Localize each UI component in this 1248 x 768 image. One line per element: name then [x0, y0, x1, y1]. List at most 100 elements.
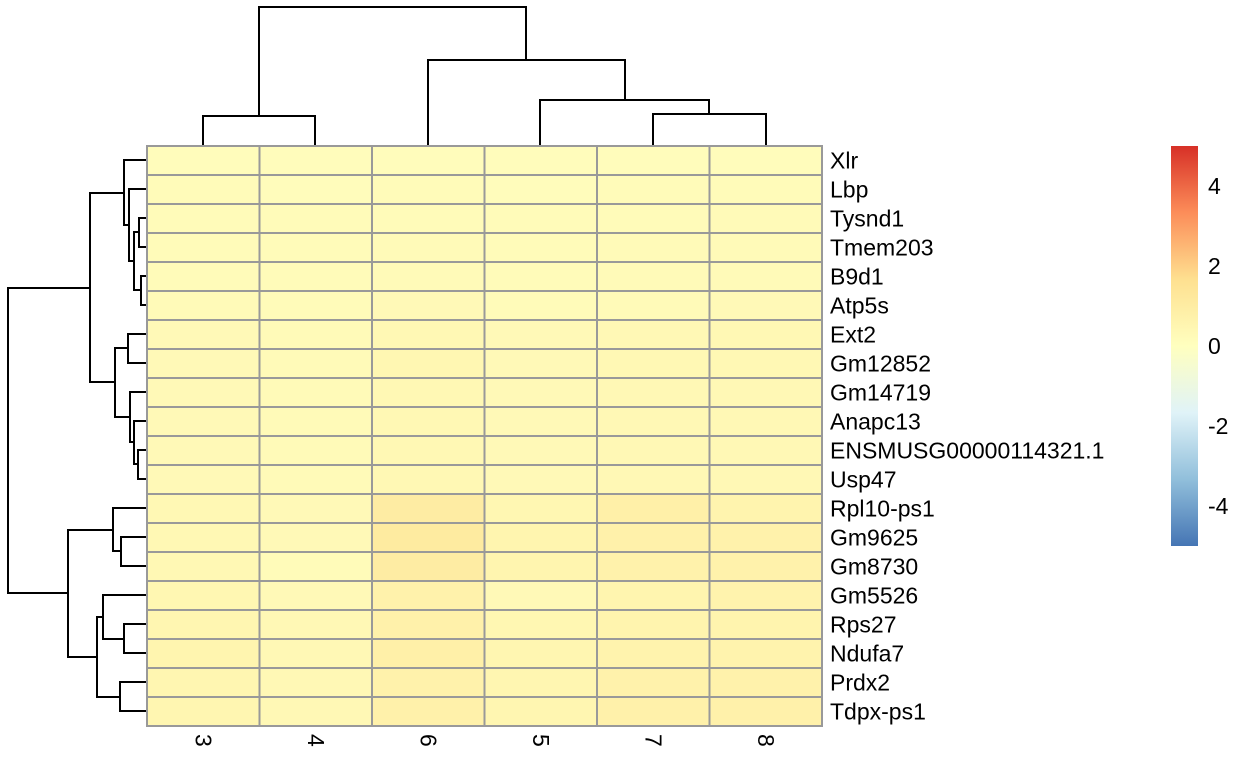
column-labels: 3 4 6 5 7 8 — [190, 734, 779, 747]
heatmap-cell — [146, 580, 261, 611]
heatmap-cell — [596, 261, 711, 292]
row-label: Ext2 — [830, 322, 876, 348]
heatmap-cell — [708, 580, 823, 611]
heatmap-cell — [371, 261, 486, 292]
heatmap-cell — [146, 290, 261, 321]
row-dendrogram — [7, 159, 146, 712]
row-label: Anapc13 — [830, 409, 921, 435]
heatmap-cell — [483, 696, 598, 727]
heatmap-cell — [258, 261, 373, 292]
row-dendro-gm9625-gm8730 — [120, 536, 146, 567]
heatmap-cell — [146, 377, 261, 408]
heatmap-cell — [371, 493, 486, 524]
heatmap-cell — [708, 464, 823, 495]
row-dendro-gm14719-group — [129, 391, 146, 443]
heatmap-cell — [146, 174, 261, 205]
column-label: 6 — [415, 734, 441, 747]
column-label: 3 — [190, 734, 216, 747]
heatmap-cell — [258, 464, 373, 495]
heatmap-cell — [371, 145, 486, 176]
heatmap-cell — [371, 319, 486, 350]
heatmap-cell — [371, 667, 486, 698]
heatmap-cell — [146, 435, 261, 466]
row-label: Rps27 — [830, 612, 896, 638]
heatmap-cell — [371, 638, 486, 669]
heatmap-cell — [708, 174, 823, 205]
heatmap-cell — [146, 696, 261, 727]
heatmap-cell — [483, 551, 598, 582]
heatmap-cell — [371, 290, 486, 321]
heatmap-cell — [258, 319, 373, 350]
row-dendro-prdx-group — [96, 616, 120, 698]
heatmap-cell — [371, 348, 486, 379]
heatmap-cell — [258, 406, 373, 437]
row-dendro-anapc-group — [133, 420, 146, 465]
heatmap-cell — [708, 319, 823, 350]
heatmap-cell — [483, 638, 598, 669]
heatmap-cell — [483, 522, 598, 553]
color-legend-tick-label: 0 — [1208, 333, 1221, 359]
heatmap-cell — [371, 174, 486, 205]
heatmap-cell — [596, 435, 711, 466]
heatmap-cell — [146, 638, 261, 669]
heatmap-cell — [483, 290, 598, 321]
color-legend-tick-label: 2 — [1208, 253, 1221, 279]
heatmap-cell — [146, 609, 261, 640]
heatmap-cell — [258, 609, 373, 640]
column-label: 7 — [640, 734, 666, 747]
row-label: Gm5526 — [830, 583, 918, 609]
heatmap-cell — [708, 696, 823, 727]
row-label: Tysnd1 — [830, 206, 904, 232]
heatmap-cell — [146, 145, 261, 176]
heatmap-cell — [708, 638, 823, 669]
row-label: Xlr — [830, 148, 858, 174]
heatmap-cell — [146, 493, 261, 524]
row-label: Prdx2 — [830, 670, 890, 696]
row-label: ENSMUSG00000114321.1 — [830, 438, 1104, 464]
row-label: Rpl10-ps1 — [830, 496, 935, 522]
heatmap-cell — [371, 522, 486, 553]
heatmap-cell — [483, 145, 598, 176]
row-label: Tdpx-ps1 — [830, 699, 926, 725]
col-dendro-merge-6-578 — [427, 59, 626, 146]
row-dendro-rps27-ndufa7 — [123, 623, 146, 654]
heatmap-cell — [708, 551, 823, 582]
heatmap-cell — [708, 290, 823, 321]
color-legend-tick-label: -2 — [1208, 413, 1228, 439]
row-label: Tmem203 — [830, 235, 934, 261]
heatmap-cell — [596, 580, 711, 611]
heatmap-cell — [258, 435, 373, 466]
heatmap-cell — [483, 232, 598, 263]
heatmap-cell — [596, 232, 711, 263]
heatmap-cell — [146, 232, 261, 263]
heatmap-cell — [146, 667, 261, 698]
heatmap-cell — [371, 464, 486, 495]
row-label: Atp5s — [830, 293, 889, 319]
row-dendro-tysnd1-tmem203 — [138, 217, 146, 248]
heatmap-cell — [708, 522, 823, 553]
heatmap-cell — [258, 145, 373, 176]
heatmap-cell — [146, 406, 261, 437]
heatmap-cell — [258, 638, 373, 669]
heatmap-cell — [483, 348, 598, 379]
heatmap-cell — [708, 609, 823, 640]
heatmap-cell — [708, 261, 823, 292]
column-label: 4 — [303, 734, 329, 747]
heatmap-cell — [258, 667, 373, 698]
col-dendro-merge-7-8 — [652, 113, 767, 146]
row-label: Ndufa7 — [830, 641, 904, 667]
heatmap-cell — [371, 609, 486, 640]
heatmap-cell — [596, 493, 711, 524]
heatmap-cell — [708, 435, 823, 466]
color-legend-tick-label: -4 — [1208, 493, 1229, 519]
heatmap-cell — [146, 319, 261, 350]
heatmap-cell — [596, 145, 711, 176]
heatmap-cell — [483, 377, 598, 408]
heatmap-cell — [596, 319, 711, 350]
heatmap-cell — [371, 580, 486, 611]
heatmap-cell — [483, 406, 598, 437]
row-dendro-b9d1-atp5s — [140, 275, 146, 306]
heatmap-cell — [371, 377, 486, 408]
heatmap-cell — [708, 667, 823, 698]
row-dendro-rpl10-group — [112, 507, 146, 552]
